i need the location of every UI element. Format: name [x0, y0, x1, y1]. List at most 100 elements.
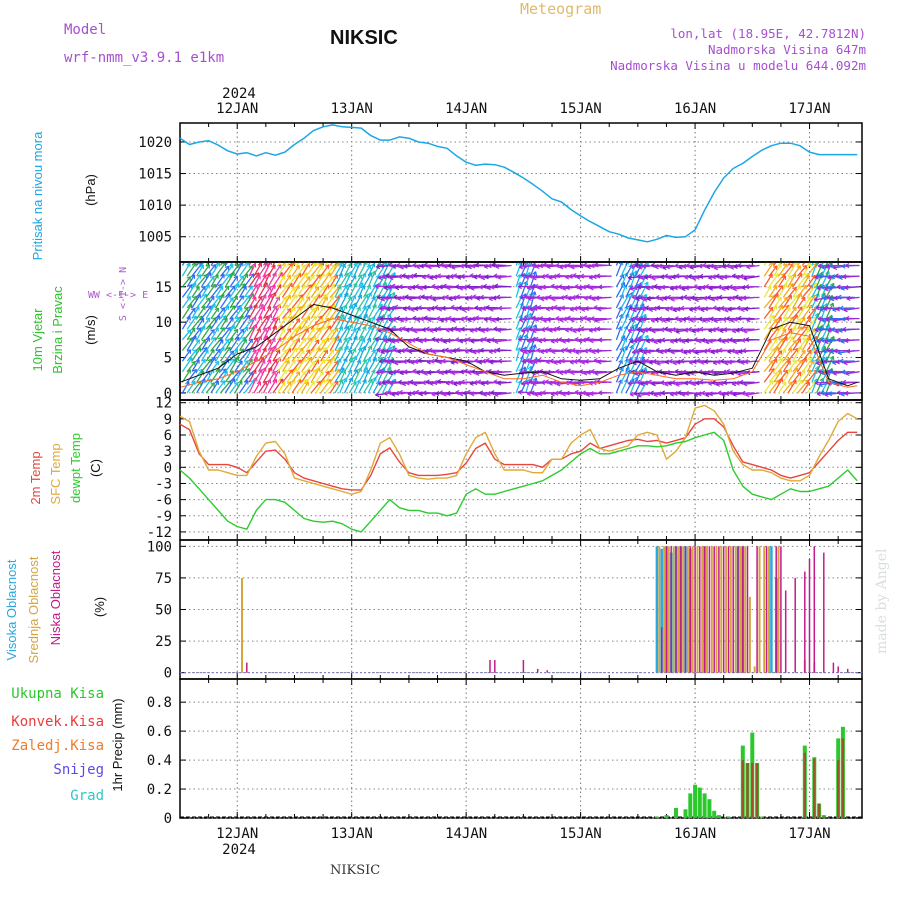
wind-barb-head — [676, 385, 680, 387]
wind-barb-head — [530, 252, 531, 256]
day-label-bottom: 13JAN — [331, 826, 373, 842]
wind-barb-head — [642, 253, 645, 256]
wind-barb — [182, 330, 190, 340]
wind-barb-head — [259, 251, 263, 253]
wind-barb-head — [618, 254, 621, 256]
wind-barb — [595, 265, 612, 266]
wind-barb-head — [215, 255, 219, 257]
y-tick-label: 5 — [164, 351, 172, 367]
wind-barb-head — [706, 342, 710, 344]
wind-barb-head — [676, 332, 680, 334]
wind-barb — [740, 276, 755, 277]
y-tick-label: 10 — [155, 315, 172, 331]
day-label-top: 14JAN — [445, 101, 487, 117]
wind-barb-head — [201, 253, 205, 255]
wind-barb-head — [673, 310, 677, 312]
day-label-bottom: 12JAN — [216, 826, 258, 842]
y-tick-label: 15 — [155, 280, 172, 296]
wind-barb-head — [191, 255, 195, 257]
wind-barb-head — [722, 289, 726, 291]
wind-barb-head — [735, 353, 739, 355]
wind-barb-head — [321, 253, 325, 255]
wind-barb-head — [244, 254, 248, 256]
wind-barb — [225, 252, 234, 265]
meteogram-title: Meteogram — [520, 0, 601, 18]
wind-barb-head — [741, 310, 745, 312]
wind-barb-head — [524, 253, 525, 257]
wind-barb-head — [522, 253, 525, 256]
wind-barb-head — [725, 363, 729, 365]
wind-barb-head — [722, 342, 726, 344]
wind-barb — [206, 251, 215, 266]
wind-barb-head — [673, 363, 677, 365]
wind-barb-head — [644, 300, 648, 302]
elevation-label: Nadmorska Visina 647m — [708, 42, 866, 57]
wind-barb-head — [253, 251, 257, 253]
wind-barb-head — [339, 254, 343, 256]
wind-barb — [496, 372, 512, 373]
wind-barb-head — [284, 252, 288, 254]
footer-station: NIKSIC — [330, 863, 380, 878]
wind-barb — [321, 253, 331, 266]
wind-barb-head — [343, 252, 346, 254]
y-tick-label: 1015 — [138, 167, 172, 183]
wind-barb-head — [714, 268, 718, 270]
wind-barb-head — [622, 254, 623, 258]
wind-barb-head — [686, 374, 690, 376]
day-label-top: 16JAN — [674, 101, 716, 117]
wind-barb-head — [261, 254, 264, 256]
wind-barb — [496, 319, 512, 320]
wind-barb-head — [238, 255, 242, 257]
wind-barb-head — [224, 255, 225, 259]
wind-barb-head — [692, 279, 696, 281]
wind-barb-head — [386, 253, 390, 255]
wind-barb — [326, 251, 335, 266]
wind-barb-head — [392, 253, 396, 255]
wind-barb-head — [250, 254, 254, 255]
wind-barb-head — [692, 331, 696, 333]
y-tick-label: 1010 — [138, 198, 172, 214]
wind-barb — [596, 297, 612, 298]
wind-barb-head — [695, 300, 699, 302]
wind-barb — [495, 286, 512, 287]
wind-barb-head — [519, 250, 522, 252]
wind-barb-head — [744, 279, 748, 281]
wind-barb-head — [200, 255, 201, 259]
wind-barb — [278, 252, 288, 266]
wind-barb-head — [287, 255, 291, 256]
wind-barb-head — [637, 251, 638, 255]
wind-barb-head — [362, 253, 366, 255]
wind-barb-head — [207, 253, 211, 255]
wind-barb-head — [708, 278, 712, 280]
wind-barb-head — [355, 251, 359, 253]
watermark: made by Angel — [874, 548, 890, 654]
wind-barb-head — [231, 252, 235, 254]
wind-barb — [497, 350, 512, 351]
wind-barb-head — [383, 254, 384, 258]
wind-barb-head — [315, 253, 319, 255]
day-label-bottom: 15JAN — [560, 826, 602, 842]
wind-barb-head — [706, 395, 710, 397]
wind-barb-head — [769, 254, 773, 256]
wind-barb — [268, 253, 276, 266]
wind-barb — [292, 253, 301, 265]
wind-barb-head — [297, 253, 301, 255]
wind-barb-head — [291, 254, 295, 256]
wind-barb-head — [630, 289, 634, 291]
wind-barb-head — [725, 311, 729, 313]
wind-barb-head — [523, 250, 524, 254]
wind-barb-head — [732, 331, 736, 333]
wind-barb-head — [663, 268, 667, 270]
wind-barb-head — [221, 255, 225, 256]
wind-barb-head — [665, 385, 669, 387]
wind-barb — [521, 253, 524, 266]
wind-barb-head — [651, 321, 655, 323]
wind-barb-head — [366, 252, 369, 254]
model-label: Model — [64, 22, 106, 38]
wind-barb-head — [334, 255, 338, 257]
wind-barb-head — [380, 254, 383, 256]
wind-barb — [297, 253, 307, 265]
station-title: NIKSIC — [330, 27, 398, 49]
